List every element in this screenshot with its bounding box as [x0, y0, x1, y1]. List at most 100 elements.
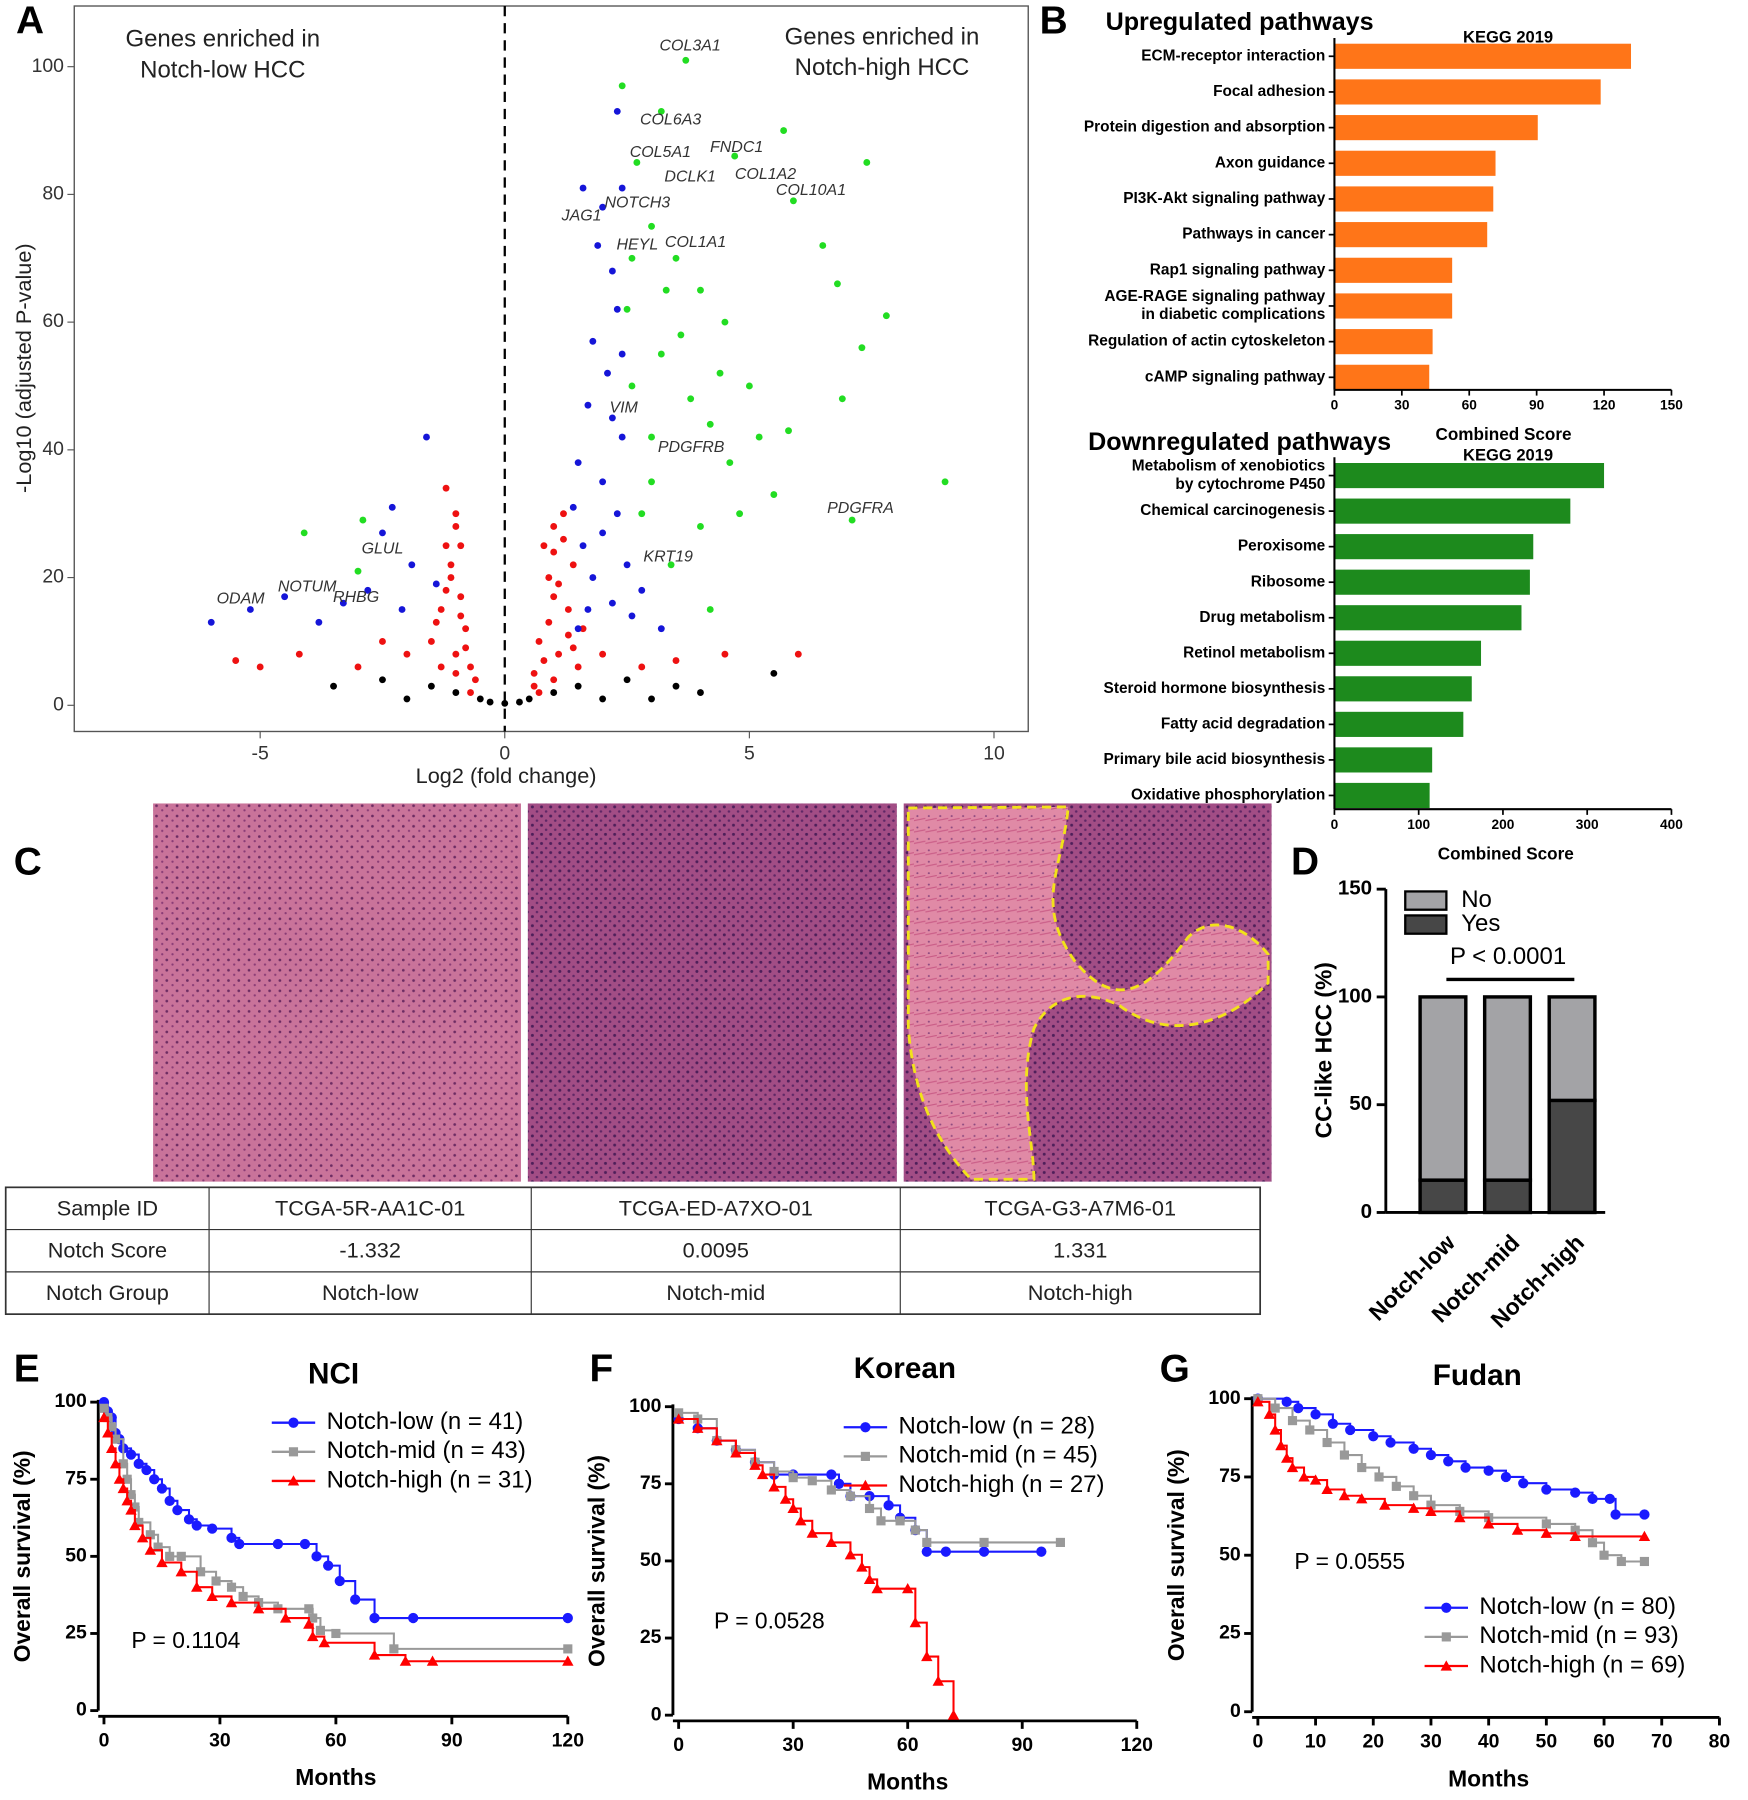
category-label: by cytochrome P450 — [1175, 476, 1325, 493]
x-tick-label: 120 — [1593, 398, 1616, 413]
marker — [196, 1567, 206, 1577]
point — [628, 254, 636, 262]
marker — [1338, 1490, 1351, 1501]
marker — [1281, 1452, 1293, 1463]
marker — [1587, 1493, 1598, 1505]
x-axis-label: Months — [867, 1769, 948, 1795]
point — [638, 663, 646, 671]
marker — [1425, 1449, 1437, 1461]
point — [574, 625, 582, 633]
point — [618, 350, 626, 358]
bar — [1334, 293, 1453, 319]
x-tick-label: -5 — [252, 742, 269, 764]
x-tick-label: 5 — [744, 742, 755, 764]
marker — [947, 1709, 960, 1720]
point — [530, 669, 538, 677]
marker — [806, 1527, 818, 1538]
legend-label: Notch-low (n = 28) — [899, 1413, 1096, 1440]
survival-curve — [1257, 1400, 1645, 1538]
legend-label: Notch-mid (n = 93) — [1479, 1622, 1678, 1649]
point — [716, 369, 724, 377]
y-tick-label: 100 — [629, 1395, 661, 1417]
x-tick-label: 70 — [1651, 1731, 1673, 1753]
annotation: P = 0.1104 — [131, 1627, 240, 1653]
marker — [109, 1458, 122, 1469]
point — [662, 286, 670, 294]
point — [579, 625, 587, 633]
marker — [563, 1644, 573, 1654]
marker — [844, 1549, 857, 1560]
point — [672, 657, 680, 665]
point — [388, 503, 396, 511]
y-tick-label: 0 — [53, 693, 64, 715]
point — [648, 433, 655, 441]
point — [467, 663, 474, 671]
point — [848, 516, 856, 524]
y-tick-label: 50 — [1219, 1543, 1241, 1565]
marker — [369, 1612, 380, 1624]
marker — [1587, 1538, 1598, 1548]
point — [540, 657, 548, 665]
marker — [1281, 1396, 1292, 1407]
category-label: Axon guidance — [1215, 154, 1326, 171]
marker — [672, 1413, 685, 1424]
bar — [1334, 676, 1472, 702]
x-tick-label: 0 — [1331, 817, 1339, 832]
marker — [130, 1502, 140, 1512]
x-tick-label: 0 — [1252, 1731, 1263, 1753]
point — [574, 682, 582, 690]
y-tick-label: 0 — [76, 1699, 87, 1721]
marker — [1298, 1471, 1310, 1482]
point — [207, 618, 215, 626]
x-tick-label: 30 — [1420, 1731, 1442, 1753]
point — [697, 689, 704, 696]
point — [672, 682, 680, 690]
marker — [238, 1591, 248, 1602]
marker — [145, 1530, 155, 1540]
marker — [136, 1532, 149, 1543]
marker — [165, 1551, 175, 1561]
marker — [1541, 1519, 1551, 1529]
table-cell: Notch-high — [1028, 1280, 1133, 1305]
panel-label: A — [16, 0, 44, 42]
marker — [979, 1537, 989, 1547]
y-tick-label: 40 — [42, 438, 64, 460]
point — [408, 561, 416, 569]
marker — [110, 1434, 121, 1444]
marker — [1310, 1409, 1321, 1420]
marker — [1639, 1509, 1650, 1520]
legend-label: Yes — [1461, 910, 1500, 937]
x-tick-label: 50 — [1536, 1731, 1558, 1753]
gene-label: COL3A1 — [660, 37, 721, 54]
marker — [113, 1473, 126, 1484]
y-axis-label: Overall survival (%) — [1163, 1449, 1189, 1661]
marker — [133, 1458, 144, 1469]
point — [452, 669, 460, 677]
point — [437, 663, 445, 671]
marker — [1610, 1509, 1621, 1520]
bar — [1334, 569, 1530, 595]
point — [569, 503, 577, 511]
marker — [99, 1403, 109, 1413]
point — [432, 618, 440, 626]
point — [667, 561, 675, 569]
marker — [126, 1490, 136, 1500]
marker — [1357, 1462, 1367, 1473]
panel-label: C — [14, 840, 42, 883]
table-cell: -1.332 — [339, 1238, 401, 1263]
marker — [129, 1519, 141, 1531]
legend-marker — [860, 1422, 871, 1433]
y-tick-label: 50 — [65, 1544, 87, 1566]
marker — [125, 1504, 137, 1515]
bar — [1334, 463, 1605, 489]
marker — [105, 1442, 118, 1453]
point — [589, 574, 597, 582]
marker — [1287, 1416, 1298, 1426]
marker — [1599, 1550, 1609, 1560]
point — [687, 395, 695, 403]
point — [379, 638, 386, 645]
marker — [1541, 1484, 1552, 1495]
point — [589, 337, 597, 345]
marker — [331, 1628, 341, 1639]
legend-swatch — [1404, 914, 1448, 935]
